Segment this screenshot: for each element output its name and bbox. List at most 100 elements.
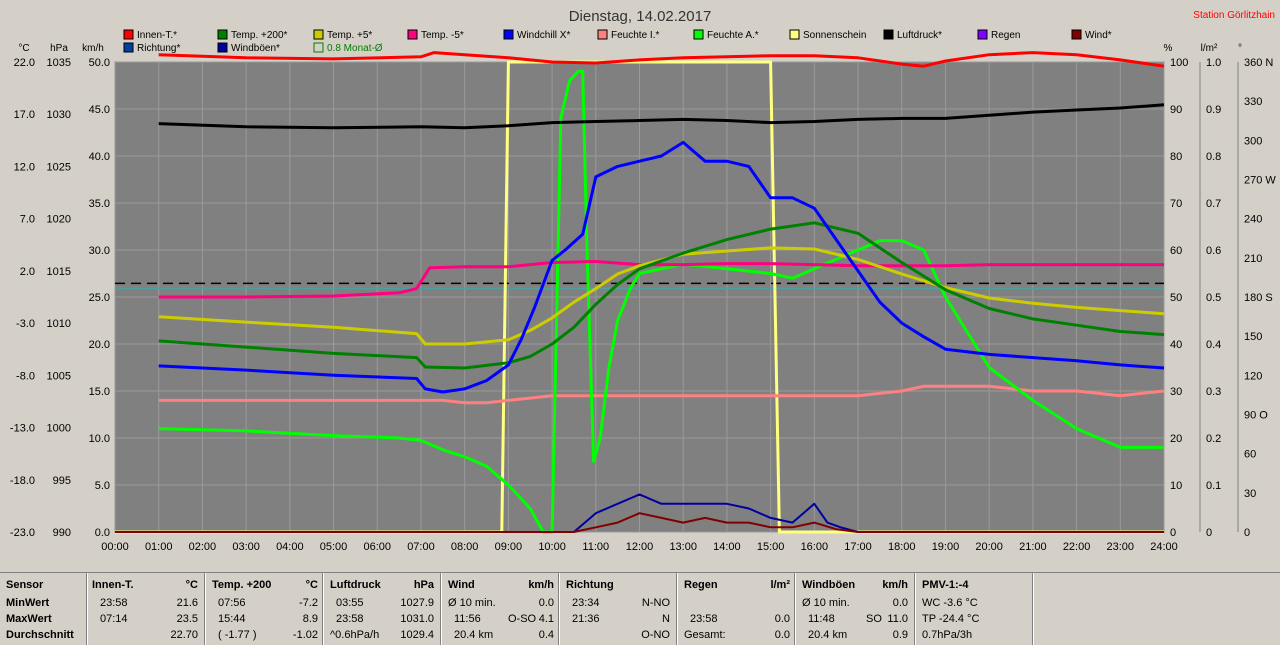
series-line xyxy=(158,103,1165,130)
stats-innen: Innen-T. °C 23:58 21.6 07:14 23.5 22.70 xyxy=(92,573,202,645)
tick-kmh: 10.0 xyxy=(89,433,110,445)
tick-time: 12:00 xyxy=(626,541,654,553)
tick-time: 16:00 xyxy=(801,541,829,553)
tick-c: -8.0 xyxy=(16,370,35,382)
tick-kmh: 35.0 xyxy=(89,198,110,210)
tick-time: 01:00 xyxy=(145,541,173,553)
tick-lm2: 0.9 xyxy=(1206,104,1221,116)
tick-c: 12.0 xyxy=(14,161,35,173)
stats-temp200-max-time: 15:44 xyxy=(218,613,246,625)
tick-kmh: 30.0 xyxy=(89,245,110,257)
tick-pct: 50 xyxy=(1170,292,1182,304)
tick-time: 22:00 xyxy=(1063,541,1091,553)
stats-richtung-min-time: 23:34 xyxy=(572,597,600,609)
tick-hpa: 1020 xyxy=(47,214,71,226)
stats-boeen-unit: km/h xyxy=(882,579,908,591)
legend-swatch xyxy=(789,29,800,40)
tick-time: 03:00 xyxy=(232,541,260,553)
series-line xyxy=(158,69,1164,534)
tick-time: 19:00 xyxy=(932,541,960,553)
stats-wind-min-val: 0.0 xyxy=(538,597,554,609)
axis-unit-lm2: l/m² xyxy=(1201,43,1218,54)
stats-wind-avg-val: 0.4 xyxy=(538,629,554,641)
tick-time: 07:00 xyxy=(407,541,435,553)
tick-deg: 90 O xyxy=(1244,410,1268,422)
tick-c: -3.0 xyxy=(16,318,35,330)
stats-boeen: Windböen km/h Ø 10 min. 0.0 11:48 SO 11.… xyxy=(800,573,912,645)
stats-innen-max-val: 23.5 xyxy=(176,613,198,625)
tick-pct: 70 xyxy=(1170,198,1182,210)
stats-pmv: PMV-1:-4 WC -3.6 °C TP -24.4 °C 0.7hPa/3… xyxy=(920,573,1030,645)
stats-wind-max-val: 4.1 xyxy=(538,613,554,625)
tick-pct: 100 xyxy=(1170,57,1188,69)
stats-pmv-min-val: WC -3.6 °C xyxy=(922,597,978,609)
stats-regen-unit: l/m² xyxy=(770,579,790,591)
series-line xyxy=(158,51,1165,68)
tick-c: -18.0 xyxy=(10,475,35,487)
tick-pct: 20 xyxy=(1170,433,1182,445)
stats-pmv-avg-val: 0.7hPa/3h xyxy=(922,629,973,641)
stats-regen-title: Regen xyxy=(684,579,718,591)
tick-deg: 30 xyxy=(1244,488,1256,500)
tick-time: 05:00 xyxy=(320,541,348,553)
tick-deg: 330 xyxy=(1244,96,1262,108)
tick-time: 11:00 xyxy=(582,541,609,553)
tick-lm2: 0 xyxy=(1206,527,1212,539)
stats-richtung-avg-val: O-NO xyxy=(641,629,670,641)
legend-swatch xyxy=(407,29,418,40)
legend-label: Temp. +5* xyxy=(327,30,372,41)
tick-hpa: 1025 xyxy=(47,161,71,173)
legend-label: Richtung* xyxy=(137,43,180,54)
series-line xyxy=(158,140,1165,394)
tick-time: 20:00 xyxy=(975,541,1003,553)
stats-wind-min-label: Ø 10 min. xyxy=(448,597,496,609)
tick-c: 2.0 xyxy=(20,266,35,278)
tick-deg: 240 xyxy=(1244,214,1262,226)
stats-innen-unit: °C xyxy=(185,579,198,591)
tick-lm2: 0.1 xyxy=(1206,480,1221,492)
stats-druck: Luftdruck hPa 03:55 1027.9 23:58 1031.0 … xyxy=(328,573,438,645)
tick-deg: 300 xyxy=(1244,135,1262,147)
stats-wind-max-dir: O-SO xyxy=(508,613,537,625)
tick-hpa: 1015 xyxy=(47,266,71,278)
tick-time: 14:00 xyxy=(713,541,741,553)
stats-temp200-unit: °C xyxy=(305,579,318,591)
tick-c: -23.0 xyxy=(10,527,35,539)
tick-deg: 150 xyxy=(1244,331,1262,343)
legend-label: Wind* xyxy=(1085,30,1112,41)
stats-boeen-title: Windböen xyxy=(802,579,856,591)
tick-hpa: 1000 xyxy=(47,423,71,435)
tick-hpa: 1030 xyxy=(47,109,71,121)
tick-time: 24:00 xyxy=(1150,541,1178,553)
stats-pmv-title: PMV-1:-4 xyxy=(922,579,969,591)
tick-kmh: 20.0 xyxy=(89,339,110,351)
legend-swatch xyxy=(217,29,228,40)
stats-richtung-max-time: 21:36 xyxy=(572,613,600,625)
stats-min-label: MinWert xyxy=(6,597,50,609)
stats-druck-avg-val: 1029.4 xyxy=(400,629,434,641)
tick-kmh: 5.0 xyxy=(95,480,110,492)
stats-boeen-max-time: 11:48 xyxy=(808,613,835,625)
tick-deg: 270 W xyxy=(1244,175,1276,187)
legend-label: Luftdruck* xyxy=(897,30,942,41)
series-line xyxy=(115,512,1164,533)
tick-deg: 60 xyxy=(1244,449,1256,461)
stats-temp200-max-val: 8.9 xyxy=(302,613,318,625)
tick-kmh: 0.0 xyxy=(95,527,110,539)
legend-swatch xyxy=(977,29,988,40)
tick-pct: 30 xyxy=(1170,386,1182,398)
tick-lm2: 0.8 xyxy=(1206,151,1221,163)
tick-time: 06:00 xyxy=(363,541,391,553)
stats-temp200-avg-label: ( -1.77 ) xyxy=(218,629,257,641)
tick-lm2: 0.6 xyxy=(1206,245,1221,257)
tick-time: 08:00 xyxy=(451,541,479,553)
tick-hpa: 995 xyxy=(53,475,71,487)
stats-druck-avg-label: ^0.6hPa/h xyxy=(330,629,380,641)
tick-time: 02:00 xyxy=(189,541,217,553)
stats-boeen-avg-val: 0.9 xyxy=(892,629,908,641)
stats-avg-label: Durchschnitt xyxy=(6,629,74,641)
stats-innen-min-time: 23:58 xyxy=(100,597,128,609)
legend-label: Regen xyxy=(991,30,1020,41)
tick-pct: 40 xyxy=(1170,339,1182,351)
stats-richtung-title: Richtung xyxy=(566,579,614,591)
